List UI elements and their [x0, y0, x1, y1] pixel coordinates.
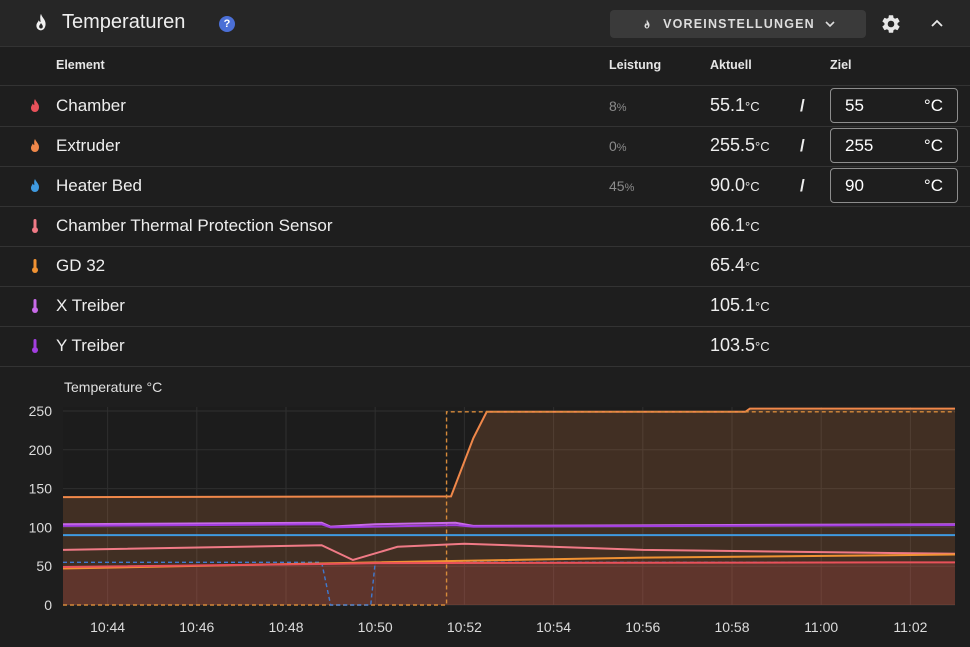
- temperature-chart: Temperature °C 250 200 150 100 50 0 10:44 10:46…: [0, 367, 970, 647]
- x-tick-label: 10:58: [714, 619, 749, 635]
- series-line-y_treiber: [62, 523, 956, 529]
- y-tick-label: 50: [36, 558, 52, 574]
- panel-header: Temperaturen ? VOREINSTELLUNGEN: [0, 0, 970, 47]
- y-tick-label: 200: [29, 442, 53, 458]
- heater-name: Extruder: [56, 136, 121, 155]
- help-icon[interactable]: ?: [219, 16, 235, 32]
- chart-canvas: 250 200 150 100 50 0 10:44 10:46 10:48 10:50 10:52…: [29, 403, 956, 635]
- table-row-heater-bed: Heater Bed 45% 90.0°C / 90 °C: [0, 166, 970, 207]
- current-temp: 55.1°C: [710, 95, 760, 115]
- thermometer-icon: [32, 299, 38, 313]
- chart-title: Temperature °C: [64, 379, 163, 395]
- y-tick-label: 250: [29, 403, 53, 419]
- heater-power: 8%: [609, 98, 627, 114]
- series-line-chamber: [62, 561, 956, 568]
- flame-icon: [31, 99, 39, 112]
- flame-icon: [644, 19, 650, 28]
- presets-button[interactable]: VOREINSTELLUNGEN: [610, 10, 866, 38]
- current-temp: 103.5°C: [710, 335, 770, 355]
- x-tick-label: 10:56: [625, 619, 660, 635]
- table-row-gd32: GD 32 65.4°C: [0, 246, 970, 287]
- heater-name: Heater Bed: [56, 176, 142, 195]
- current-temp: 255.5°C: [710, 135, 770, 155]
- column-header-element: Element: [56, 58, 105, 72]
- current-temp: 90.0°C: [710, 175, 760, 195]
- target-temp-input[interactable]: 255 °C: [830, 128, 958, 163]
- thermometer-icon: [32, 259, 38, 273]
- column-header-power: Leistung: [609, 58, 662, 72]
- flame-icon: [36, 13, 46, 31]
- column-header-current: Aktuell: [710, 58, 752, 72]
- heater-power: 0%: [609, 138, 627, 154]
- plot-area: [63, 407, 955, 605]
- panel-title: Temperaturen: [62, 11, 186, 33]
- separator-slash: /: [800, 96, 805, 115]
- x-tick-label: 11:00: [804, 619, 838, 635]
- x-tick-label: 10:46: [179, 619, 214, 635]
- sensor-name: Y Treiber: [56, 336, 125, 355]
- current-temp: 66.1°C: [710, 215, 760, 235]
- table-row-x-treiber: X Treiber 105.1°C: [0, 286, 970, 327]
- heater-power: 45%: [609, 178, 635, 194]
- series-line-heater_bed_target: [63, 561, 955, 606]
- target-temp-input[interactable]: 55 °C: [830, 88, 958, 123]
- x-tick-label: 11:02: [893, 619, 927, 635]
- gear-icon[interactable]: [880, 13, 902, 35]
- separator-slash: /: [800, 176, 805, 195]
- flame-icon: [31, 179, 39, 192]
- x-tick-label: 10:54: [536, 619, 571, 635]
- flame-icon: [31, 139, 39, 152]
- target-temp-input[interactable]: 90 °C: [830, 168, 958, 203]
- series-line-chamber_protection: [62, 542, 956, 562]
- table-row-chamber-protection-sensor: Chamber Thermal Protection Sensor 66.1°C: [0, 206, 970, 247]
- separator-slash: /: [800, 136, 805, 155]
- presets-label: VOREINSTELLUNGEN: [663, 17, 815, 31]
- chevron-down-icon: [825, 20, 835, 27]
- current-temp: 105.1°C: [710, 295, 770, 315]
- table-row-extruder: Extruder 0% 255.5°C / 255 °C: [0, 126, 970, 167]
- x-tick-label: 10:44: [90, 619, 125, 635]
- current-temp: 65.4°C: [710, 255, 760, 275]
- thermometer-icon: [32, 339, 38, 353]
- series-line-extruder_target: [63, 411, 955, 606]
- y-tick-label: 100: [29, 519, 53, 535]
- thermometer-icon: [32, 219, 38, 233]
- sensor-name: GD 32: [56, 256, 106, 275]
- table-header: Element Leistung Aktuell Ziel: [0, 46, 970, 86]
- x-tick-label: 10:48: [268, 619, 303, 635]
- series-area-chamber: [63, 562, 955, 605]
- sensor-name: Chamber Thermal Protection Sensor: [56, 216, 333, 235]
- sensor-name: X Treiber: [56, 296, 125, 315]
- heater-name: Chamber: [56, 96, 126, 115]
- chevron-up-icon[interactable]: [929, 17, 945, 29]
- y-tick-label: 150: [29, 481, 53, 497]
- table-row-chamber: Chamber 8% 55.1°C / 55 °C: [0, 86, 970, 127]
- column-header-target: Ziel: [830, 58, 852, 72]
- y-tick-label: 0: [44, 597, 52, 613]
- table-row-y-treiber: Y Treiber 103.5°C: [0, 326, 970, 367]
- x-tick-label: 10:52: [447, 619, 482, 635]
- x-tick-label: 10:50: [358, 619, 393, 635]
